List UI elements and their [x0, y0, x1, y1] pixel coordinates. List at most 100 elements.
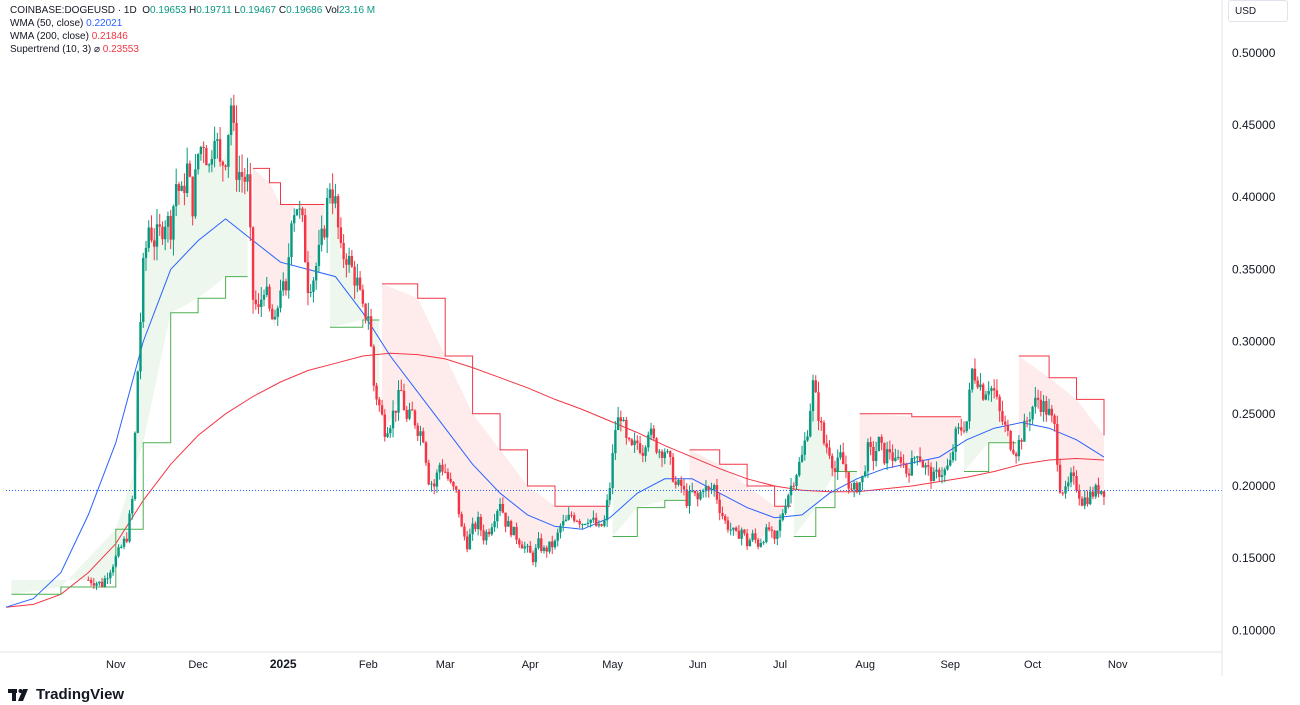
symbol-row[interactable]: COINBASE:DOGEUSD · 1D O0.19653 H0.19711 … — [10, 4, 375, 17]
candle-body — [122, 538, 126, 547]
candle-body — [493, 521, 496, 528]
candle-body — [905, 463, 908, 474]
indicator-value: 0.22021 — [86, 18, 123, 29]
candle-body — [185, 163, 189, 194]
x-tick-label: May — [602, 659, 623, 671]
candle-body — [726, 520, 730, 530]
candle-body — [254, 299, 257, 305]
price-axis[interactable]: 0.50000 0.45000 0.40000 0.35000 0.30000 0.250… — [1221, 0, 1276, 676]
x-tick-label: Feb — [359, 659, 378, 671]
candle-body — [685, 489, 688, 506]
candle-body — [594, 517, 598, 526]
candle-body — [103, 578, 107, 587]
wma200-path — [5, 352, 1105, 608]
candle-body — [929, 466, 933, 482]
candle-body — [817, 392, 820, 421]
candle-body — [92, 583, 96, 586]
candle-body — [822, 422, 826, 444]
candle-body — [787, 495, 790, 506]
candle-body — [918, 456, 922, 462]
candle-body — [540, 538, 543, 552]
candle-body — [754, 533, 757, 540]
candle-body — [984, 394, 988, 400]
candle-body — [1064, 486, 1067, 494]
candle-body — [1056, 423, 1059, 465]
candle-body — [131, 499, 134, 514]
tradingview-logo[interactable]: TradingView — [8, 686, 124, 703]
candle-body — [367, 316, 370, 319]
symbol-label[interactable]: COINBASE:DOGEUSD · 1D — [10, 5, 137, 16]
supertrend-segment-up — [612, 499, 687, 537]
candle-body — [850, 488, 853, 490]
x-tick-label: Nov — [106, 659, 126, 671]
x-tick-label: Jun — [689, 659, 707, 671]
candle-body — [976, 380, 979, 388]
candle-body — [213, 141, 216, 159]
candle-body — [224, 165, 227, 167]
candle-body — [194, 169, 197, 217]
candle-body — [317, 244, 321, 267]
candle-body — [518, 539, 521, 545]
currency-selector[interactable]: USD — [1228, 0, 1288, 22]
candle-body — [87, 579, 90, 581]
candle-body — [691, 490, 694, 492]
candle-body — [597, 524, 601, 526]
candle-body — [1069, 472, 1073, 483]
candle-body — [441, 464, 444, 472]
candle-body — [106, 578, 109, 580]
candle-body — [369, 316, 373, 347]
candle-body — [781, 513, 785, 520]
supertrend-line — [11, 167, 1105, 595]
low-value: 0.19467 — [239, 5, 277, 16]
y-tick-label: 0.20000 — [1232, 479, 1276, 493]
indicator-wma50[interactable]: WMA (50, close) 0.22021 — [10, 17, 375, 30]
candle-body — [216, 139, 219, 142]
x-tick-label: Mar — [436, 659, 455, 671]
candle-body — [803, 440, 806, 455]
candle-body — [227, 134, 230, 167]
candle-body — [866, 442, 870, 472]
time-axis[interactable]: Nov Dec 2025 Feb Mar Apr May Jun Jul Aug Sep Oct Nov — [0, 651, 1222, 671]
indicator-wma200[interactable]: WMA (200, close) 0.21846 — [10, 30, 375, 43]
candle-body — [960, 427, 963, 431]
candle-body — [589, 519, 592, 523]
candle-body — [496, 510, 499, 522]
candle-body — [284, 281, 288, 291]
candle-body — [139, 321, 142, 372]
candle-body — [740, 529, 743, 539]
candles — [87, 94, 1106, 591]
candle-body — [847, 472, 850, 489]
candle-body — [457, 489, 461, 515]
candle-body — [1031, 406, 1034, 420]
candle-body — [1100, 491, 1103, 494]
indicator-symbol: ⌀ — [93, 44, 100, 55]
candle-body — [704, 486, 708, 492]
candle-body — [776, 530, 779, 539]
candle-body — [117, 547, 120, 557]
candle-body — [372, 346, 376, 386]
candle-body — [128, 513, 131, 542]
candle-body — [125, 538, 128, 542]
candle-body — [169, 215, 172, 240]
candle-body — [411, 409, 414, 411]
candle-body — [572, 515, 576, 521]
candle-body — [142, 257, 145, 322]
candle-body — [946, 465, 949, 470]
indicator-supertrend[interactable]: Supertrend (10, 3) ⌀ 0.23553 — [10, 43, 375, 56]
candle-body — [828, 447, 831, 456]
candle-body — [894, 457, 897, 461]
high-value: 0.19711 — [196, 5, 232, 16]
candle-body — [358, 277, 362, 290]
candle-body — [1089, 491, 1092, 505]
candle-body — [262, 294, 266, 300]
candle-body — [745, 533, 749, 547]
candle-body — [150, 227, 153, 241]
candle-body — [858, 482, 861, 493]
candle-body — [1058, 464, 1062, 493]
candle-body — [520, 544, 524, 549]
candle-body — [268, 286, 271, 309]
candle-body — [309, 291, 312, 294]
candle-body — [293, 215, 296, 224]
candle-body — [229, 105, 233, 135]
